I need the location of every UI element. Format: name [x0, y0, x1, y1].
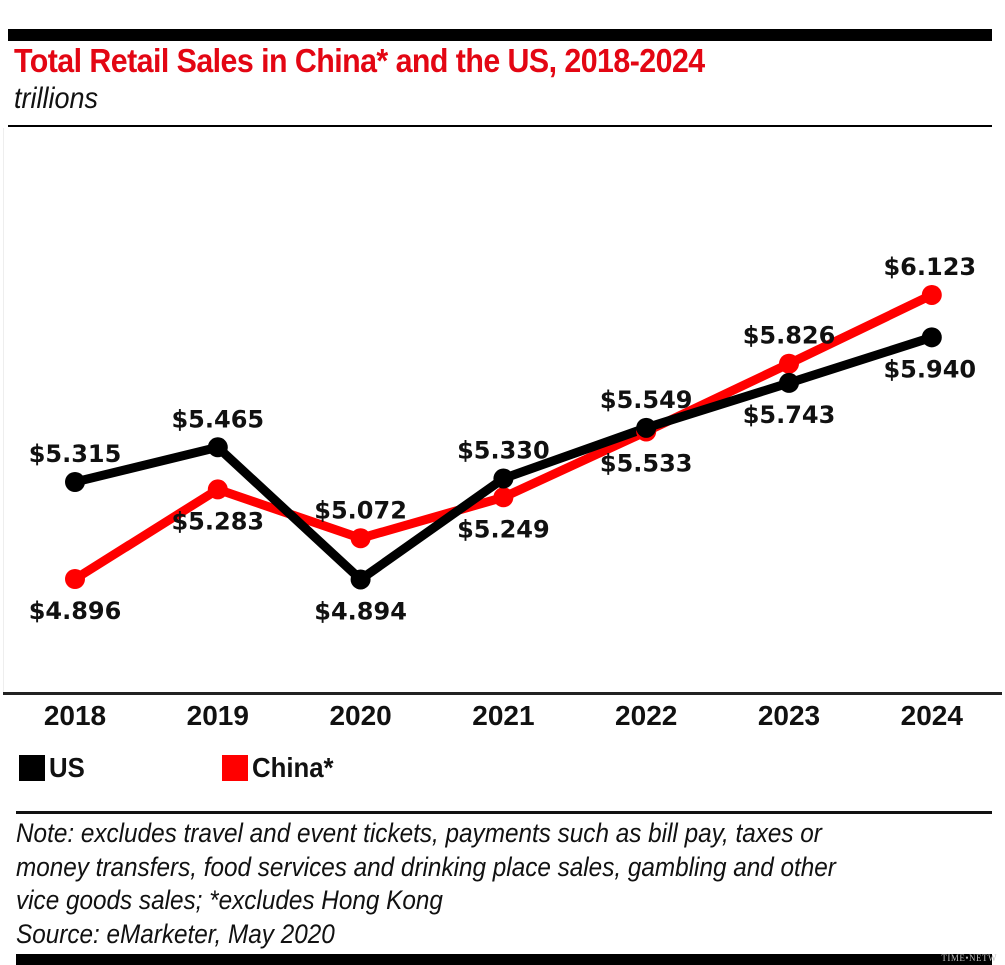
x-tick-label-2019: 2019	[187, 700, 249, 731]
data-label-china-2020: $5.072	[314, 496, 407, 524]
legend-item-china: China*	[222, 752, 341, 784]
data-point-china-2024	[921, 284, 942, 305]
data-label-china-2018: $4.896	[29, 597, 122, 625]
note-line: Note: excludes travel and event tickets,…	[16, 818, 822, 848]
footer-divider	[16, 811, 992, 814]
legend-label-us: US	[49, 752, 85, 783]
data-point-china-2018	[65, 569, 85, 589]
header-divider	[8, 125, 992, 127]
x-tick-label-2022: 2022	[615, 700, 677, 731]
data-point-china-2021	[493, 487, 514, 508]
data-label-china-2023: $5.826	[743, 322, 836, 350]
series-points	[65, 284, 942, 590]
bottom-rule-bar	[16, 954, 992, 965]
legend-swatch-china	[222, 755, 248, 781]
data-label-us-2024: $5.940	[883, 355, 976, 383]
x-tick-label-2023: 2023	[758, 700, 820, 731]
top-rule-bar	[8, 29, 992, 41]
legend-label-china: China*	[252, 752, 334, 783]
data-label-china-2021: $5.249	[457, 515, 550, 543]
legend-item-us: US	[19, 752, 88, 784]
x-tick-label-2018: 2018	[44, 700, 106, 731]
data-point-china-2019	[207, 479, 228, 500]
data-label-us-2022: $5.549	[600, 386, 693, 414]
note-line: money transfers, food services and drink…	[16, 851, 836, 882]
x-tick-label-2020: 2020	[329, 700, 391, 731]
watermark: TIME•NETW	[941, 953, 997, 963]
data-label-us-2023: $5.743	[743, 401, 836, 429]
data-point-us-2020	[350, 569, 371, 590]
data-point-us-2018	[65, 472, 85, 493]
note-line: vice goods sales; *excludes Hong Kong	[16, 885, 443, 915]
data-label-china-2024: $6.123	[883, 253, 976, 281]
data-point-us-2021	[493, 468, 514, 489]
data-point-china-2023	[779, 353, 799, 374]
plot-left-edge	[3, 128, 4, 692]
x-tick-label-2021: 2021	[472, 700, 534, 731]
data-point-us-2023	[779, 372, 799, 393]
data-point-china-2020	[350, 528, 371, 549]
x-axis-ticks: 2018 2019 2020 2021 2022 2023 2024	[44, 700, 964, 731]
data-label-us-2018: $5.315	[29, 440, 122, 468]
data-point-us-2019	[207, 437, 228, 458]
data-label-china-2022: $5.533	[600, 450, 693, 478]
data-point-us-2022	[636, 417, 657, 438]
data-labels: $5.315 $5.465 $4.894 $5.330 $5.549 $5.743 $5.9…	[29, 253, 976, 626]
legend-swatch-us	[19, 755, 45, 781]
footnote: Note: excludes travel and event tickets,…	[16, 817, 907, 951]
data-label-us-2021: $5.330	[457, 437, 550, 465]
data-label-us-2019: $5.465	[171, 405, 264, 433]
data-point-us-2024	[921, 327, 942, 348]
source-line: Source: eMarketer, May 2020	[16, 918, 335, 949]
data-label-us-2020: $4.894	[314, 597, 407, 625]
data-label-china-2019: $5.283	[171, 507, 264, 535]
chart-subtitle: trillions	[14, 82, 99, 115]
x-axis-line	[3, 692, 1002, 695]
chart-title: Total Retail Sales in China* and the US,…	[14, 42, 705, 79]
x-tick-label-2024: 2024	[901, 700, 964, 731]
